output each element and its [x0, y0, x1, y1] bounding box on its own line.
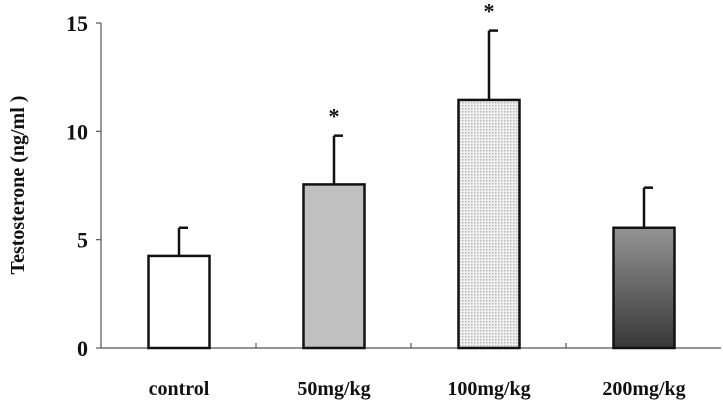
y-tick-label: 5: [77, 228, 88, 253]
x-tick-label: 200mg/kg: [602, 378, 685, 400]
y-tick-label: 15: [66, 11, 88, 36]
x-tick-label: 100mg/kg: [447, 378, 530, 400]
significance-marker: *: [329, 104, 340, 129]
significance-marker: *: [484, 0, 495, 24]
x-tick-label: control: [149, 378, 210, 400]
y-axis-label: Testosterone (ng/ml ): [7, 96, 29, 275]
bar-50mg-kg: [302, 183, 366, 350]
x-tick-label: 50mg/kg: [297, 378, 370, 400]
y-tick-label: 10: [66, 119, 88, 144]
y-tick-label: 0: [77, 336, 88, 361]
bar-100mg-kg: [457, 98, 521, 350]
bar-control: [147, 254, 211, 350]
bar-200mg-kg: [612, 226, 676, 350]
